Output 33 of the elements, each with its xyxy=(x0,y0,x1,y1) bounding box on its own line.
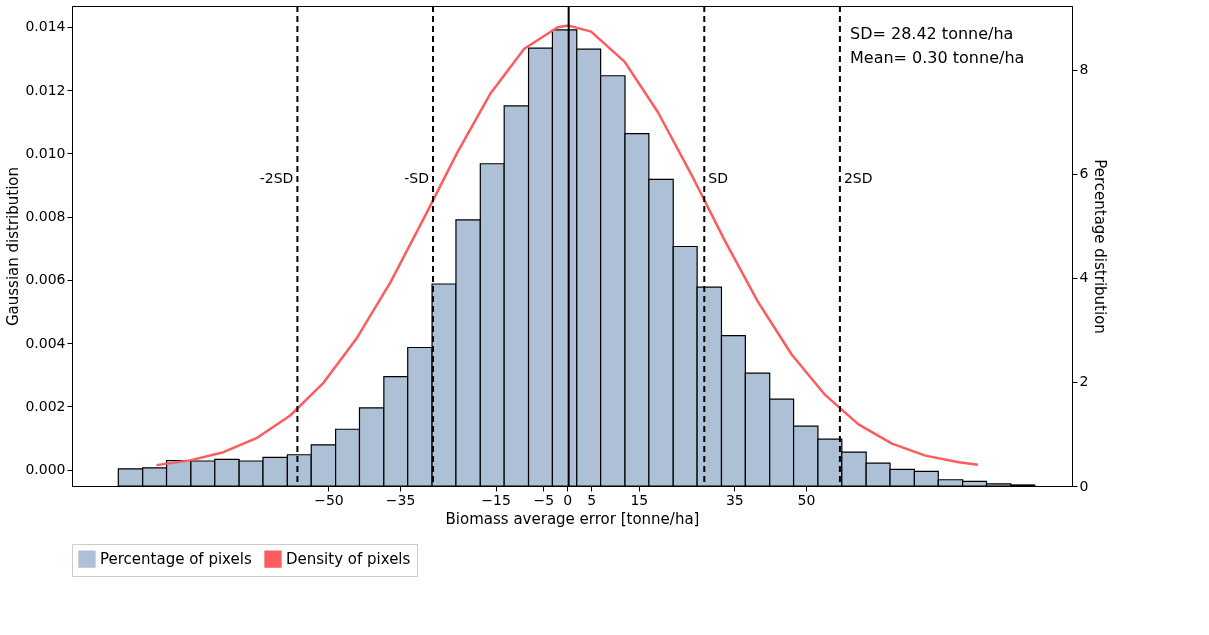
y-tick-label: 0.012 xyxy=(25,81,66,98)
x-tick-label: 5 xyxy=(587,491,597,508)
ref-line-label: -2SD xyxy=(259,169,294,186)
y-tick-label: 0.008 xyxy=(25,208,66,225)
x-tick-label: −5 xyxy=(533,491,555,508)
annotation: SD= 28.42 tonne/ha xyxy=(850,24,1014,43)
x-tick-label: 15 xyxy=(630,491,649,508)
x-tick-label: 35 xyxy=(725,491,744,508)
legend-label: Density of pixels xyxy=(286,550,411,569)
y2-tick-label: 6 xyxy=(1079,165,1089,182)
y-tick-label: 0.002 xyxy=(25,397,66,414)
y2-tick-label: 4 xyxy=(1079,269,1089,286)
legend-label: Percentage of pixels xyxy=(100,550,252,569)
ref-line-label: -SD xyxy=(404,169,430,186)
y2-tick-label: 0 xyxy=(1079,477,1089,494)
x-tick-label: −15 xyxy=(481,491,511,508)
y2-tick-label: 8 xyxy=(1079,61,1089,78)
x-axis-title: Biomass average error [tonne/ha] xyxy=(445,509,700,528)
x-tick-label: −35 xyxy=(385,491,416,508)
y-axis-title: Gaussian distribution xyxy=(4,166,23,327)
x-tick-label: −50 xyxy=(314,491,344,508)
annotation: Mean= 0.30 tonne/ha xyxy=(850,48,1025,67)
x-tick-label: 50 xyxy=(797,491,816,508)
ref-line-label: 2SD xyxy=(843,169,873,186)
y-tick-label: 0.014 xyxy=(25,18,66,35)
y-tick-label: 0.004 xyxy=(25,334,66,351)
y-tick-label: 0.000 xyxy=(25,461,66,478)
x-tick-label: 0 xyxy=(563,491,573,508)
y-tick-label: 0.006 xyxy=(25,271,66,288)
y2-axis-title: Percentage distribution xyxy=(1091,159,1110,334)
y2-tick-label: 2 xyxy=(1079,373,1089,390)
y-tick-label: 0.010 xyxy=(25,144,66,161)
ref-line-label: SD xyxy=(708,169,728,186)
